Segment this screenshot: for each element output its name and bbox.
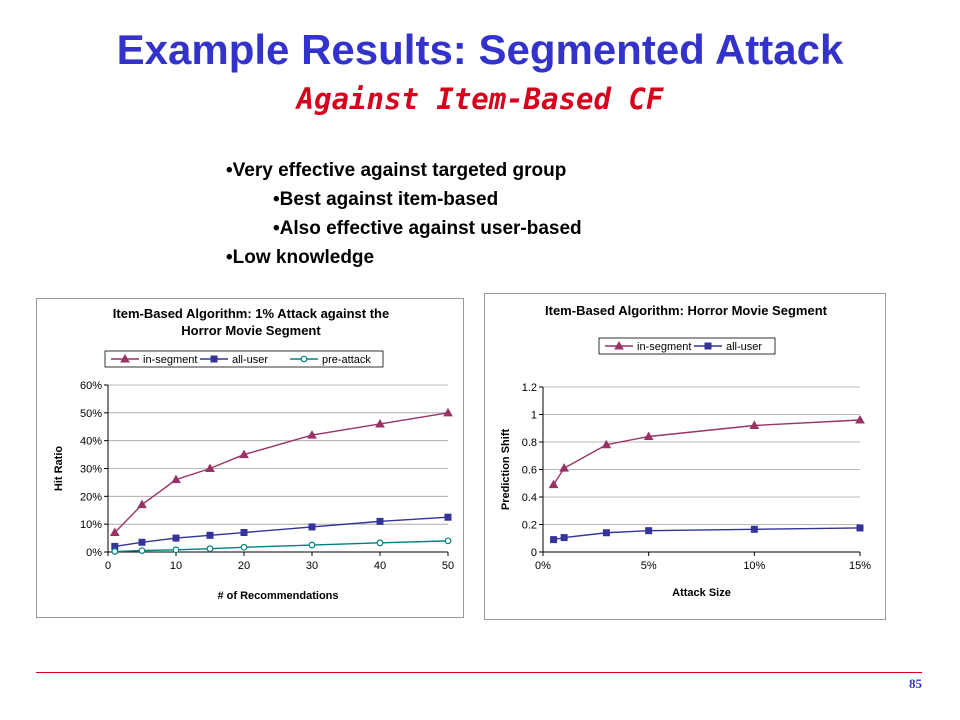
data-point-all-user [240, 529, 248, 537]
prediction-shift-chart-svg: Item-Based Algorithm: Horror Movie Segme… [500, 303, 871, 599]
x-tick-label: 10% [743, 560, 765, 572]
series-line-all-user [553, 527, 861, 541]
data-point-pre-attack [444, 537, 452, 545]
data-point-all-user [560, 534, 568, 542]
data-point-all-user [750, 525, 758, 533]
chart-title: Item-Based Algorithm: Horror Movie Segme… [545, 303, 828, 318]
data-point-all-user [308, 523, 316, 531]
series-line-pre-attack [114, 540, 449, 553]
x-tick-label: 40 [374, 560, 386, 572]
data-point-in-segment [601, 439, 612, 449]
legend-label: in-segment [143, 354, 197, 366]
data-point-all-user [602, 529, 610, 537]
y-tick-label: 0.8 [522, 437, 537, 449]
page-number: 85 [909, 676, 922, 691]
legend-label: pre-attack [322, 354, 371, 366]
data-point-pre-attack [111, 548, 119, 555]
data-point-pre-attack [206, 545, 214, 553]
data-point-in-segment [171, 474, 181, 484]
data-point-in-segment [137, 499, 147, 509]
y-tick-label: 50% [80, 408, 102, 420]
data-point-in-segment [205, 463, 215, 472]
data-point-in-segment [375, 418, 385, 428]
legend-box [598, 337, 776, 355]
data-point-pre-attack [376, 539, 384, 547]
x-tick-label: 50 [442, 560, 454, 572]
y-tick-label: 0% [86, 547, 102, 559]
bullet-item: Very effective against targeted group [226, 156, 582, 185]
prediction-shift-chart: Item-Based Algorithm: Horror Movie Segme… [484, 293, 886, 620]
y-tick-label: 1.2 [522, 382, 537, 394]
bullet-item: Low knowledge [226, 243, 582, 272]
legend-label: all-user [232, 354, 268, 366]
legend-marker [210, 355, 218, 363]
hit-ratio-chart: Item-Based Algorithm: 1% Attack against … [36, 298, 464, 618]
x-tick-label: 30 [306, 560, 318, 572]
slide-subtitle: Against Item-Based CF [296, 82, 664, 116]
y-axis-label: Prediction Shift [500, 429, 512, 511]
data-point-pre-attack [240, 543, 248, 551]
x-tick-label: 0 [105, 560, 111, 572]
data-point-all-user [444, 513, 452, 521]
legend-marker [300, 355, 308, 363]
legend-box [104, 350, 384, 368]
data-point-in-segment [548, 479, 559, 489]
sub-bullet-item: Also effective against user-based [226, 214, 582, 243]
data-point-in-segment [109, 527, 120, 537]
series-line-all-user [114, 516, 449, 548]
series-line-in-segment [114, 412, 449, 534]
data-point-in-segment [443, 407, 453, 417]
footer-divider [36, 672, 922, 673]
x-tick-label: 20 [238, 560, 250, 572]
x-tick-label: 10 [170, 560, 182, 572]
x-tick-label: 5% [641, 560, 657, 572]
legend-marker [614, 340, 624, 350]
y-tick-label: 60% [80, 380, 102, 392]
data-point-in-segment [307, 430, 317, 439]
x-tick-label: 15% [849, 560, 871, 572]
data-point-all-user [206, 531, 214, 539]
data-point-in-segment [749, 420, 760, 429]
series-line-in-segment [552, 419, 861, 486]
bullet-list: Very effective against targeted group Be… [226, 156, 582, 272]
legend-marker [120, 353, 130, 363]
y-tick-label: 0.4 [522, 492, 537, 504]
data-point-in-segment [559, 463, 569, 472]
data-point-pre-attack [138, 547, 146, 555]
data-point-pre-attack [172, 546, 180, 554]
hit-ratio-chart-svg: Item-Based Algorithm: 1% Attack against … [53, 306, 454, 602]
y-tick-label: 0.2 [522, 520, 537, 532]
x-axis-label: # of Recommendations [217, 590, 338, 602]
y-tick-label: 0 [531, 547, 537, 559]
x-axis-label: Attack Size [672, 587, 731, 599]
data-point-all-user [138, 538, 146, 546]
chart-title: Horror Movie Segment [181, 323, 321, 338]
data-point-in-segment [855, 414, 865, 424]
data-point-all-user [645, 527, 653, 535]
legend-marker [704, 342, 712, 350]
data-point-pre-attack [308, 541, 316, 549]
y-tick-label: 1 [531, 410, 537, 422]
legend-label: all-user [726, 341, 762, 353]
x-tick-label: 0% [535, 560, 551, 572]
data-point-all-user [856, 524, 864, 532]
data-point-in-segment [643, 431, 654, 440]
y-axis-label: Hit Ratio [53, 446, 65, 492]
y-tick-label: 20% [80, 491, 102, 503]
y-tick-label: 0.6 [522, 465, 537, 477]
chart-title: Item-Based Algorithm: 1% Attack against … [113, 306, 389, 321]
data-point-all-user [376, 517, 384, 525]
sub-bullet-item: Best against item-based [226, 185, 582, 214]
data-point-all-user [172, 534, 180, 542]
legend-label: in-segment [637, 341, 691, 353]
slide-title: Example Results: Segmented Attack [116, 26, 844, 73]
data-point-all-user [550, 536, 558, 544]
y-tick-label: 40% [80, 436, 102, 448]
y-tick-label: 10% [80, 519, 102, 531]
y-tick-label: 30% [80, 464, 102, 476]
data-point-in-segment [239, 449, 249, 459]
